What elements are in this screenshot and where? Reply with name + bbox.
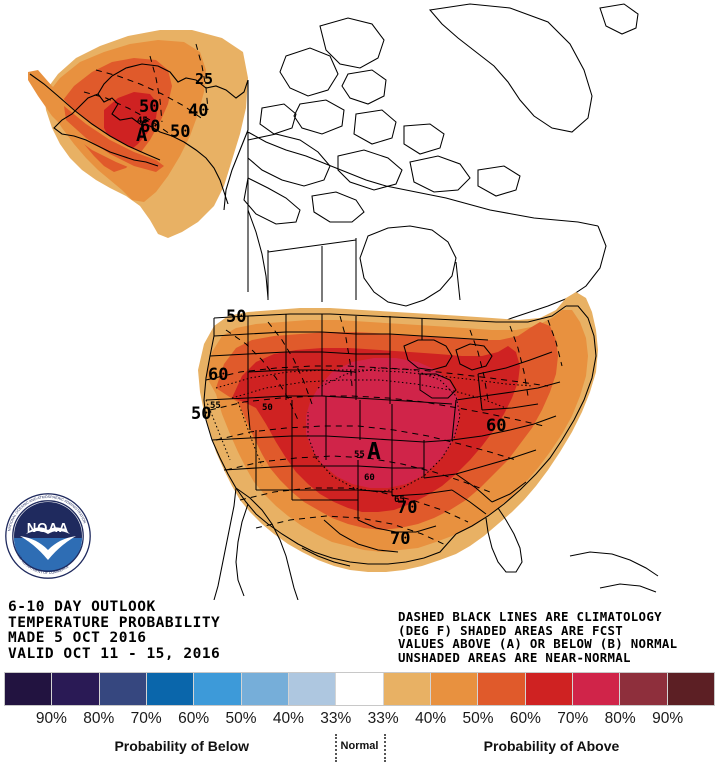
legend-swatch-above-33[interactable] (383, 673, 431, 705)
contour-label-40: 40 (188, 101, 209, 121)
legend-swatch-below-40[interactable] (241, 673, 289, 705)
ak-band-60 (104, 92, 158, 152)
outlook-valid-date: VALID OCT 11 - 15, 2016 (8, 645, 221, 662)
contour-label-50-ak-se: 50 (170, 122, 191, 142)
legend-swatch-below-60[interactable] (146, 673, 195, 705)
legend-swatch-above-40[interactable] (430, 673, 479, 705)
legend-tick-10: 60% (509, 710, 541, 727)
legend-tick-9: 50% (462, 710, 494, 727)
legend-tick-2: 70% (130, 710, 162, 727)
clim-label-60-central: 60 (364, 473, 375, 483)
legend-tick-4: 50% (225, 710, 257, 727)
contour-label-50-ak-interior: 50 (139, 97, 160, 117)
forecast-contours (205, 367, 533, 493)
outlook-title-line-1: 6-10 DAY OUTLOOK (8, 599, 156, 615)
legend-swatch-above-60[interactable] (525, 673, 573, 705)
normal-divider-right (383, 734, 386, 762)
legend-swatch-below-33[interactable] (288, 673, 337, 705)
legend-swatch-above-70[interactable] (572, 673, 621, 705)
legend-tick-7: 33% (367, 710, 399, 727)
legend-swatch-above-90[interactable] (667, 673, 714, 705)
legend-band-row: Probability of Below Normal Probability … (4, 734, 715, 762)
clim-label-45-ak: 45 (137, 116, 148, 126)
legend-tick-row: 90% 80% 70% 60% 50% 40% 33% 33% 40% 50% 60% 70% 80% 9… (4, 710, 715, 732)
outlook-title-block: 6-10 DAY OUTLOOK TEMPERATURE PROBABILITY… (8, 599, 221, 662)
ak-aleutians-50 (64, 106, 164, 172)
noaa-logo: NOAA NATIONAL OCEANIC AND ATMOSPHERIC AD… (5, 493, 91, 579)
notes-line-2: (DEG F) SHADED AREAS ARE FCST (398, 622, 624, 638)
legend-tick-13: 90% (652, 710, 684, 727)
legend-swatch-below-50[interactable] (194, 673, 242, 705)
probability-legend: 90% 80% 70% 60% 50% 40% 33% 33% 40% 50% 60% 70% 80% 9… (0, 668, 719, 762)
climatology-contours (83, 43, 563, 547)
contour-label-60-ak: 60 (140, 117, 161, 137)
contour-label-70-plains: 70 (397, 498, 418, 518)
legend-swatch-below-70[interactable] (99, 673, 147, 705)
logo-wave-icon (26, 527, 70, 534)
north-america-map (28, 3, 659, 600)
contour-label-70-gulf: 70 (390, 529, 411, 549)
legend-above-label: Probability of Above (483, 738, 620, 754)
outlook-made-date: MADE 5 OCT 2016 (8, 630, 147, 646)
legend-swatch-row (4, 672, 715, 706)
legend-normal-label: Normal (340, 740, 379, 752)
alaska-coastline (29, 63, 249, 211)
logo-wordmark: NOAA (27, 520, 69, 535)
legend-tick-3: 60% (178, 710, 210, 727)
alaska-shading (28, 30, 249, 238)
notes-line-1: DASHED BLACK LINES ARE CLIMATOLOGY (398, 609, 662, 624)
contour-label-50-california: 50 (191, 404, 212, 424)
legend-swatch-below-80[interactable] (52, 673, 100, 705)
legend-swatch-normal[interactable] (336, 673, 384, 705)
normal-divider-left (335, 734, 338, 762)
legend-swatch-above-80[interactable] (620, 673, 668, 705)
conus-borders (203, 305, 659, 600)
outlook-title-line-2: TEMPERATURE PROBABILITY (8, 614, 221, 631)
legend-tick-5: 40% (272, 710, 304, 727)
contour-label-50-pnw: 50 (226, 307, 247, 327)
logo-bird-icon (20, 536, 76, 560)
legend-tick-8: 40% (415, 710, 447, 727)
above-normal-marker-conus: A (367, 439, 381, 465)
notes-line-3: VALUES ABOVE (A) OR BELOW (B) NORMAL (398, 636, 678, 652)
outlook-notes-block: DASHED BLACK LINES ARE CLIMATOLOGY (DEG … (398, 610, 677, 664)
legend-swatch-above-50[interactable] (478, 673, 526, 705)
legend-tick-6: 33% (320, 710, 352, 727)
above-normal-marker-alaska: A (136, 124, 148, 146)
ak-aleutians-33 (28, 70, 168, 176)
legend-below-label: Probability of Below (114, 738, 250, 754)
canada-arctic-outlines (243, 3, 639, 349)
legend-swatch-below-90[interactable] (5, 673, 53, 705)
legend-tick-12: 80% (604, 710, 636, 727)
clim-label-65-south: 65 (394, 495, 405, 505)
map-canvas: 25 40 50 50 60 50 60 50 60 70 70 45 50 5… (5, 3, 659, 600)
notes-line-4: UNSHADED AREAS ARE NEAR-NORMAL (398, 649, 631, 665)
contour-label-60-ohio-valley: 60 (486, 416, 507, 436)
contour-label-60-rockies: 60 (208, 365, 229, 385)
clim-label-55-west: 55 (210, 401, 221, 411)
clim-label-55-central: 55 (354, 450, 365, 460)
logo-outer-ring (5, 493, 91, 579)
legend-tick-0: 90% (35, 710, 67, 727)
legend-tick-11: 70% (557, 710, 589, 727)
legend-tick-1: 80% (83, 710, 115, 727)
contour-label-25: 25 (195, 70, 214, 88)
clim-label-50-west: 50 (262, 403, 273, 413)
